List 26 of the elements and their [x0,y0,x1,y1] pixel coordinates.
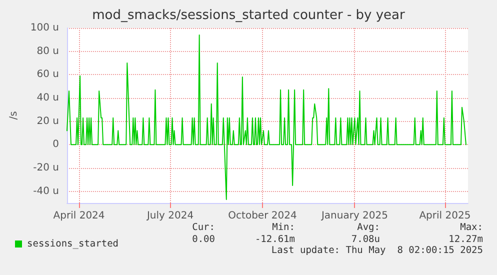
x-tick-label: July 2024 [146,210,194,222]
text: Min: [272,222,295,233]
text: Max: [460,222,483,233]
text: 7.08u [351,234,380,245]
y-tick-label: 60 u [36,69,59,80]
y-tick-label: 0 [52,139,59,150]
text: Cur: [192,222,215,233]
y-tick-label: 20 u [36,116,59,127]
legend-label: sessions_started [27,238,119,250]
y-tick-label: 40 u [36,92,59,104]
x-tick-label: October 2024 [228,210,297,222]
x-tick-label: April 2025 [419,210,471,222]
y-tick-label: 80 u [36,46,59,57]
x-tick-label: April 2024 [53,210,105,222]
text: -12.61m [254,234,295,245]
text: 0.00 [192,234,215,245]
chart-title: mod_smacks/sessions_started counter - by year [92,8,406,23]
y-tick-label: 100 u [30,22,59,34]
text: Avg: [357,222,380,233]
y-axis-title: /s [8,111,20,120]
text: 12.27m [448,234,483,245]
line-series [66,34,466,200]
x-tick-label: January 2025 [320,210,388,222]
y-tick-label: -40 u [33,186,59,197]
text: Last update: Thu May 8 02:00:15 2025 [271,245,483,256]
y-tick-label: -20 u [33,162,59,174]
